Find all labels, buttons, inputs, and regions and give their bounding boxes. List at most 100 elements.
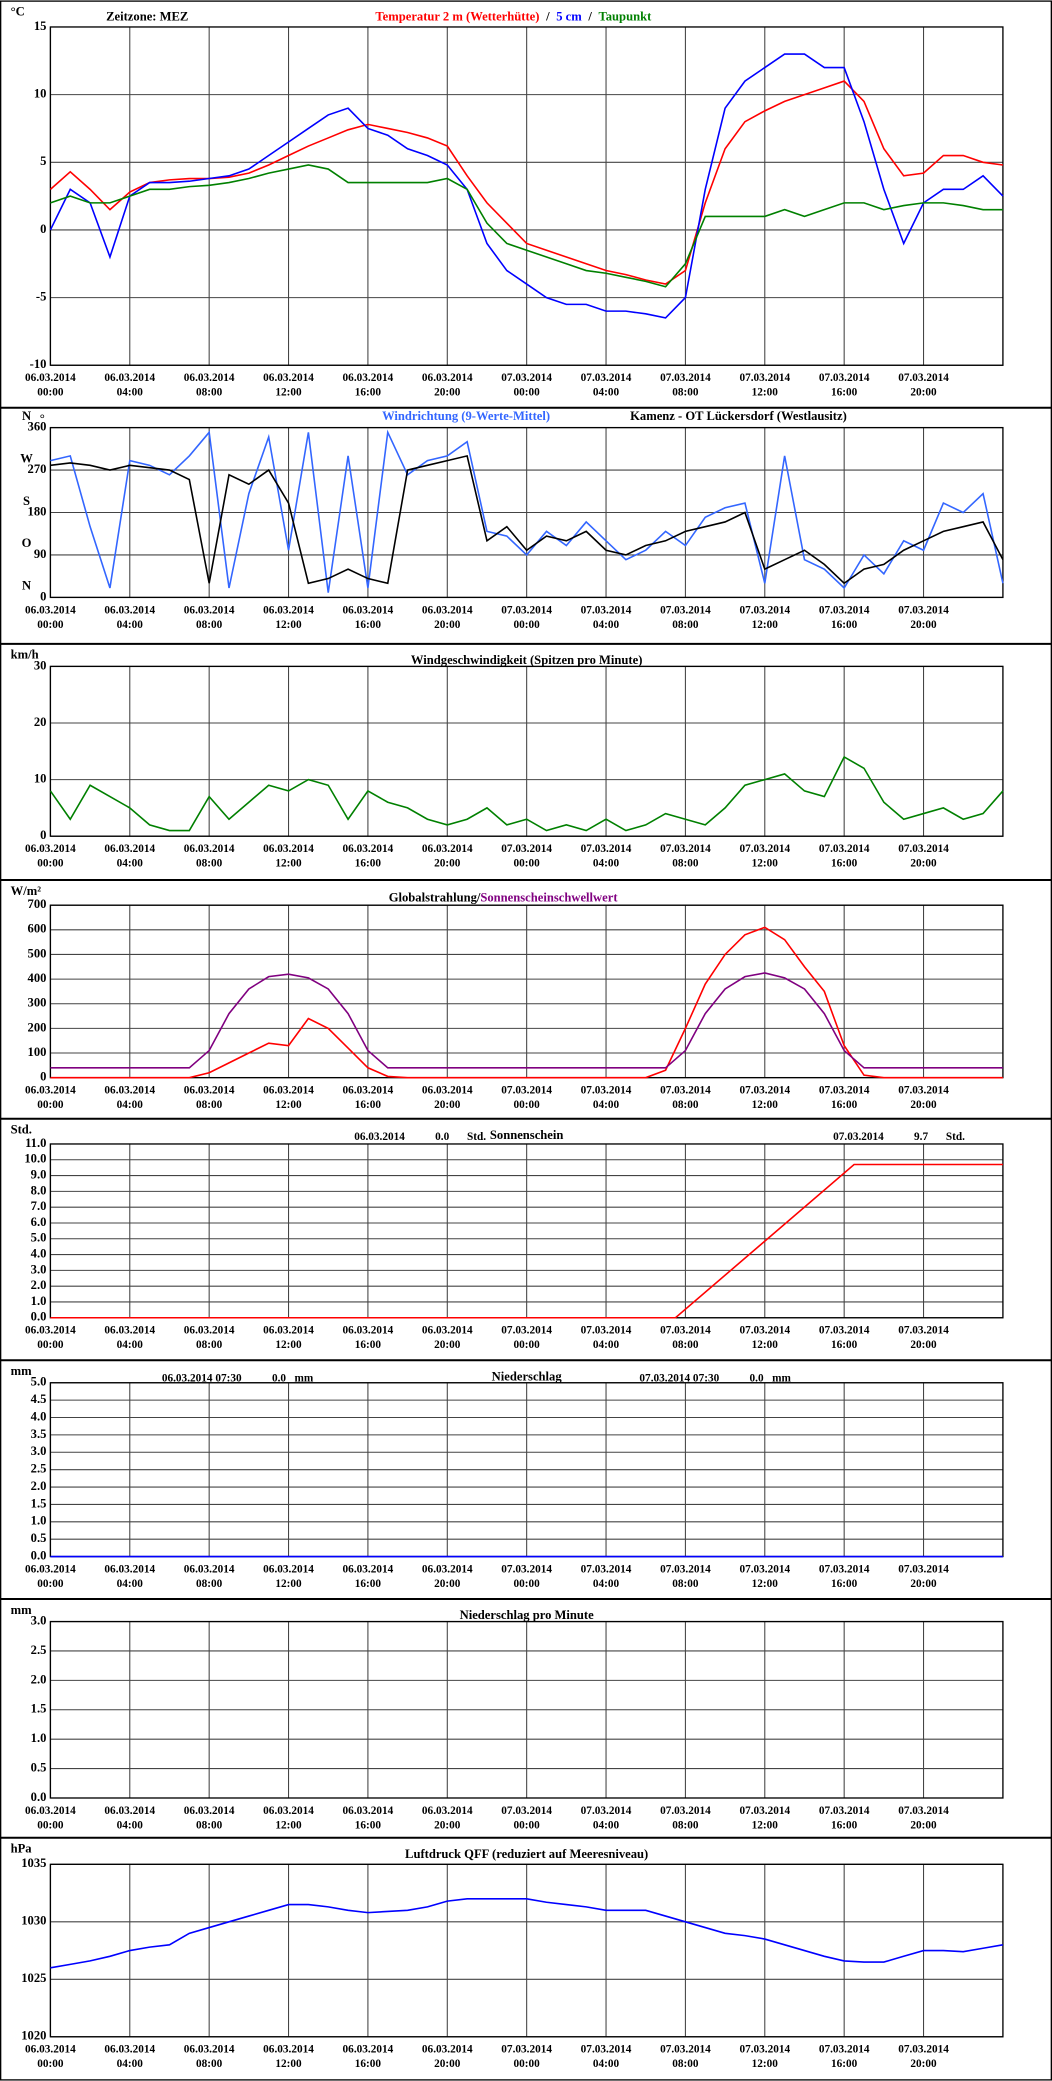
- x-tick-time: 00:00: [514, 1578, 541, 1590]
- y-tick-label: 4.0: [31, 1409, 47, 1423]
- x-tick-date: 07.03.2014: [819, 1805, 870, 1817]
- panel-title: Luftdruck QFF (reduziert auf Meeresnivea…: [405, 1847, 648, 1861]
- x-tick-time: 04:00: [593, 1578, 620, 1590]
- x-tick-time: 08:00: [196, 619, 223, 631]
- x-tick-date: 07.03.2014: [660, 1805, 711, 1817]
- x-tick-date: 06.03.2014: [25, 1325, 76, 1337]
- plot-border: [49, 1863, 1004, 2038]
- x-tick-date: 07.03.2014: [660, 2044, 711, 2056]
- x-tick-date: 06.03.2014: [263, 1805, 314, 1817]
- x-tick-date: 07.03.2014: [739, 1085, 790, 1097]
- x-tick-time: 16:00: [831, 1339, 858, 1351]
- x-tick-time: 20:00: [910, 1819, 937, 1831]
- x-tick-time: 04:00: [593, 387, 620, 399]
- y-tick-letter: N: [22, 409, 31, 423]
- x-tick-time: 12:00: [275, 387, 302, 399]
- y-tick-label: 180: [28, 504, 47, 518]
- x-tick-time: 00:00: [37, 1819, 64, 1831]
- y-tick-label: 2.0: [31, 1672, 47, 1686]
- x-tick-time: 08:00: [196, 1339, 223, 1351]
- x-tick-date: 06.03.2014: [184, 604, 235, 616]
- x-tick-date: 07.03.2014: [898, 1085, 949, 1097]
- x-tick-time: 12:00: [275, 619, 302, 631]
- x-tick-date: 07.03.2014: [581, 372, 632, 384]
- legend-entry: 5 cm: [556, 10, 582, 24]
- x-tick-time: 00:00: [514, 858, 541, 870]
- x-tick-date: 07.03.2014: [819, 604, 870, 616]
- x-tick-time: 16:00: [355, 1819, 382, 1831]
- x-tick-date: 07.03.2014: [898, 372, 949, 384]
- x-tick-date: 06.03.2014: [184, 372, 235, 384]
- legend: Windrichtung (9-Werte-Mittel): [382, 409, 550, 423]
- x-tick-date: 06.03.2014: [25, 604, 76, 616]
- x-tick-time: 20:00: [910, 1578, 937, 1590]
- x-tick-date: 06.03.2014: [422, 1563, 473, 1575]
- x-tick-time: 20:00: [434, 387, 461, 399]
- series-line: [50, 164, 1003, 288]
- y-tick-label: 5: [40, 154, 46, 168]
- x-tick-time: 20:00: [434, 1819, 461, 1831]
- series-line: [49, 755, 1004, 832]
- x-tick-time: 08:00: [672, 858, 699, 870]
- x-tick-date: 07.03.2014: [660, 372, 711, 384]
- y-tick-label: 2.5: [31, 1643, 47, 1657]
- x-tick-date: 07.03.2014: [501, 1085, 552, 1097]
- x-tick-date: 07.03.2014: [660, 1325, 711, 1337]
- legend-entry: Globalstrahlung: [389, 890, 478, 904]
- y-tick-label: 360: [28, 419, 47, 433]
- unit-label: hPa: [11, 1842, 33, 1856]
- x-tick-time: 16:00: [355, 1099, 382, 1111]
- x-tick-date: 07.03.2014: [581, 2044, 632, 2056]
- x-tick-time: 04:00: [593, 1339, 620, 1351]
- legend-separator: /: [476, 890, 481, 904]
- y-tick-label: 10: [34, 87, 47, 101]
- x-tick-time: 12:00: [275, 1819, 302, 1831]
- annotation: 0.0: [750, 1372, 764, 1384]
- x-tick-date: 07.03.2014: [581, 843, 632, 855]
- y-tick-label: 5.0: [31, 1231, 47, 1245]
- x-tick-time: 00:00: [514, 619, 541, 631]
- x-tick-time: 00:00: [37, 1339, 64, 1351]
- x-tick-date: 06.03.2014: [422, 843, 473, 855]
- x-tick-date: 07.03.2014: [739, 372, 790, 384]
- panel-title: Niederschlag pro Minute: [460, 1608, 595, 1622]
- y-tick-label: 0.0: [31, 1790, 47, 1804]
- x-tick-date: 07.03.2014: [739, 2044, 790, 2056]
- y-tick-label: 0: [40, 1070, 46, 1084]
- x-tick-date: 07.03.2014: [739, 604, 790, 616]
- x-tick-date: 06.03.2014: [422, 372, 473, 384]
- y-tick-label: 4.5: [31, 1392, 47, 1406]
- x-tick-time: 04:00: [117, 1099, 144, 1111]
- x-tick-date: 07.03.2014: [898, 2044, 949, 2056]
- annotation: Std.: [467, 1131, 486, 1143]
- x-tick-date: 06.03.2014: [343, 372, 394, 384]
- legend-separator: /: [587, 10, 592, 24]
- x-tick-time: 08:00: [672, 1578, 699, 1590]
- x-tick-date: 07.03.2014: [819, 843, 870, 855]
- x-tick-date: 06.03.2014: [184, 1563, 235, 1575]
- panel-title: Windgeschwindigkeit (Spitzen pro Minute): [411, 653, 643, 667]
- x-tick-date: 07.03.2014: [581, 1325, 632, 1337]
- x-tick-date: 06.03.2014: [104, 1805, 155, 1817]
- x-tick-time: 20:00: [910, 858, 937, 870]
- y-tick-label: 4.0: [31, 1246, 47, 1260]
- x-tick-date: 06.03.2014: [343, 604, 394, 616]
- x-tick-time: 12:00: [752, 2058, 779, 2070]
- x-tick-time: 20:00: [910, 387, 937, 399]
- legend: Globalstrahlung/Sonnenscheinschwellwert: [389, 890, 619, 904]
- y-tick-label: 7.0: [31, 1199, 47, 1213]
- x-tick-time: 00:00: [514, 2058, 541, 2070]
- x-tick-date: 07.03.2014: [819, 1085, 870, 1097]
- x-tick-date: 06.03.2014: [422, 604, 473, 616]
- x-tick-time: 04:00: [593, 619, 620, 631]
- x-tick-time: 12:00: [275, 1578, 302, 1590]
- y-tick-label: 3.5: [31, 1427, 47, 1441]
- y-tick-label: 1030: [21, 1914, 46, 1928]
- x-tick-date: 07.03.2014: [898, 604, 949, 616]
- x-tick-time: 04:00: [117, 2058, 144, 2070]
- y-tick-label: 3.0: [31, 1444, 47, 1458]
- y-tick-label: 1020: [21, 2029, 46, 2043]
- x-tick-time: 00:00: [514, 387, 541, 399]
- y-tick-label: 11.0: [25, 1136, 46, 1150]
